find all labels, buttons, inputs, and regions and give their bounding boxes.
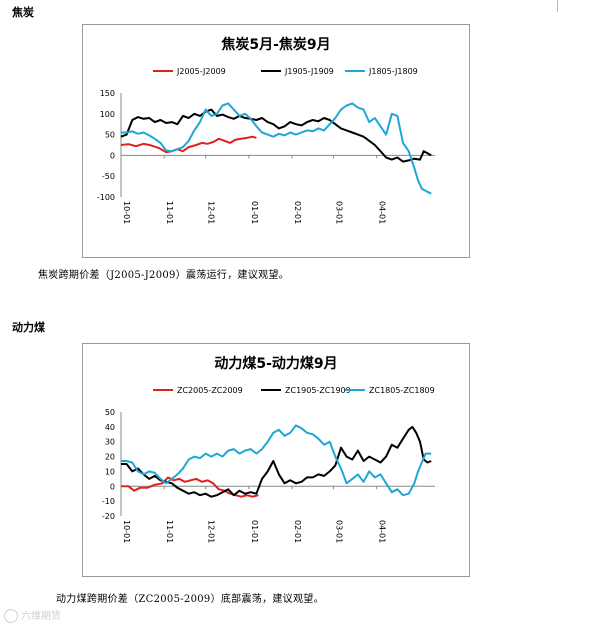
coke-caption: 焦炭跨期价差（J2005-J2009）震荡运行，建议观望。 [38,270,289,281]
coke-chart: 焦炭5月-焦炭9月 J2005-J2009 J1905-J1909 J1805-J18… [82,24,470,258]
legend-label: ZC2005-ZC2009 [177,386,243,395]
y-tick-label: -20 [102,512,115,521]
y-tick-label: 50 [105,131,115,140]
legend-label: J2005-J2009 [176,67,226,76]
y-tick-label: -100 [97,193,115,202]
x-tick-label: 01-01 [250,201,259,224]
watermark: 六维期货 [4,607,61,623]
thermal-coal-caption: 动力煤跨期价差（ZC2005-2009）底部震荡，建议观望。 [56,594,324,605]
chart-title: 动力煤5-动力煤9月 [214,355,337,372]
legend-label: ZC1905-ZC1909 [285,386,351,395]
watermark-logo-icon [4,609,18,623]
legend-label: ZC1805-ZC1809 [369,386,435,395]
legend-label: J1805-J1809 [368,67,418,76]
coke-chart-svg: 焦炭5月-焦炭9月 J2005-J2009 J1905-J1909 J1805-J18… [97,36,435,224]
chart-title: 焦炭5月-焦炭9月 [220,36,330,53]
x-tick-label: 10-01 [122,520,131,543]
x-tick-label: 04-01 [378,520,387,543]
x-tick-label: 11-01 [165,520,174,543]
x-tick-label: 04-01 [378,201,387,224]
y-tick-label: -10 [102,497,115,506]
y-tick-label: 50 [105,408,115,417]
watermark-text: 六维期货 [21,611,61,622]
y-tick-label: 150 [100,89,115,98]
y-tick-label: 0 [110,482,115,491]
thermal-coal-chart-svg: 动力煤5-动力煤9月 ZC2005-ZC2009 ZC1905-ZC1909 ZC18… [102,355,435,543]
x-tick-label: 10-01 [122,201,131,224]
section-label-coke: 焦炭 [12,6,34,19]
y-tick-label: 0 [110,151,115,160]
y-tick-label: -50 [102,172,115,181]
y-tick-label: 100 [100,110,115,119]
x-tick-label: 03-01 [334,201,343,224]
thermal-coal-chart: 动力煤5-动力煤9月 ZC2005-ZC2009 ZC1905-ZC1909 ZC18… [82,343,470,577]
y-tick-label: 40 [105,423,115,432]
legend-label: J1905-J1909 [284,67,334,76]
x-tick-label: 03-01 [334,520,343,543]
series-line [120,108,432,163]
corner-line [557,0,558,12]
series-line [121,424,432,497]
section-label-thermal-coal: 动力煤 [12,321,45,334]
x-tick-label: 11-01 [165,201,174,224]
x-tick-label: 12-01 [207,201,216,224]
x-tick-label: 01-01 [250,520,259,543]
series-line [121,102,432,195]
y-tick-label: 20 [105,453,115,462]
series-line [120,135,257,154]
y-tick-label: 30 [105,438,115,447]
y-tick-label: 10 [105,467,115,476]
series-line [121,425,432,498]
x-tick-label: 12-01 [207,520,216,543]
x-tick-label: 02-01 [293,520,302,543]
x-tick-label: 02-01 [293,201,302,224]
series-line [121,476,259,498]
